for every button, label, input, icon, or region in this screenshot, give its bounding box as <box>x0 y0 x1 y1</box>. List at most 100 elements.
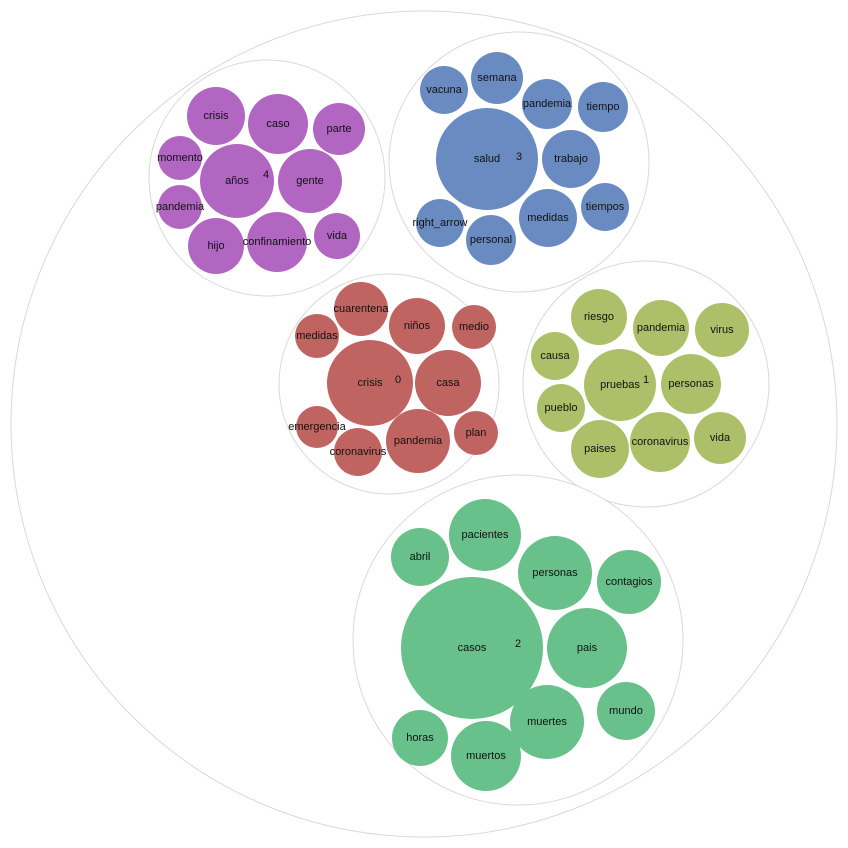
bubble[interactable] <box>247 212 307 272</box>
bubble[interactable] <box>158 185 202 229</box>
bubble-label: causa <box>540 350 570 362</box>
bubble-label: pandemia <box>523 98 572 110</box>
bubble[interactable] <box>415 350 481 416</box>
bubble-label: parte <box>326 123 351 135</box>
bubble-label: pacientes <box>461 529 509 541</box>
bubble[interactable] <box>454 411 498 455</box>
bubble-label: tiempos <box>586 201 625 213</box>
bubble[interactable] <box>630 412 690 472</box>
bubble-label: casa <box>436 377 460 389</box>
bubble-label: pruebas <box>600 379 640 391</box>
bubble[interactable] <box>694 412 746 464</box>
bubble-label: casos <box>458 642 487 654</box>
bubble[interactable] <box>695 303 749 357</box>
bubble[interactable] <box>187 87 245 145</box>
bubble[interactable] <box>391 528 449 586</box>
bubble-label: coronavirus <box>632 436 689 448</box>
bubble[interactable] <box>420 66 468 114</box>
bubble[interactable] <box>449 499 521 571</box>
cluster-id-label: 0 <box>395 374 401 386</box>
bubble-label: emergencia <box>288 421 346 433</box>
bubble-label: pais <box>577 642 598 654</box>
bubble[interactable] <box>386 409 450 473</box>
bubble-label: personal <box>470 234 512 246</box>
cluster-id-label: 2 <box>515 638 521 650</box>
bubble[interactable] <box>278 149 342 213</box>
bubble[interactable] <box>571 289 627 345</box>
bubble-label: abril <box>410 551 431 563</box>
bubble[interactable] <box>451 721 521 791</box>
cluster-id-label: 4 <box>263 169 269 181</box>
bubble[interactable] <box>327 340 413 426</box>
bubble[interactable] <box>537 384 585 432</box>
bubble-label: pandemia <box>637 322 686 334</box>
bubble-label: pandemia <box>394 435 443 447</box>
bubble[interactable] <box>518 536 592 610</box>
bubble-label: vida <box>327 230 348 242</box>
cluster-1: pruebas personas coronavirus riesgo paises vi… <box>522 260 770 508</box>
bubble[interactable] <box>416 199 464 247</box>
bubble[interactable] <box>584 349 656 421</box>
bubble[interactable] <box>581 183 629 231</box>
bubble[interactable] <box>158 136 202 180</box>
bubble[interactable] <box>542 130 600 188</box>
cluster-0: crisis casa pandemia cuarentena niños medidas… <box>278 273 500 495</box>
bubble-label: right_arrow <box>412 217 467 229</box>
bubble[interactable] <box>633 300 689 356</box>
bubble[interactable] <box>519 189 577 247</box>
bubble-label: muertes <box>527 716 567 728</box>
bubble[interactable] <box>471 52 523 104</box>
bubble[interactable] <box>571 420 629 478</box>
bubble-label: medidas <box>296 330 338 342</box>
bubble[interactable] <box>248 94 308 154</box>
bubble-label: mundo <box>609 705 643 717</box>
bubble[interactable] <box>334 282 388 336</box>
bubble[interactable] <box>522 79 572 129</box>
cluster-2: casos pais personas muertes muertos pacientes… <box>352 474 684 806</box>
bubble[interactable] <box>188 218 244 274</box>
bubble-label: cuarentena <box>333 303 389 315</box>
bubble[interactable] <box>392 710 448 766</box>
bubble-label: niños <box>404 320 431 332</box>
bubble-label: tiempo <box>586 101 619 113</box>
bubble-label: trabajo <box>554 153 588 165</box>
bubble[interactable] <box>597 682 655 740</box>
cluster-4: años gente confinamiento caso crisis hijo part… <box>148 59 386 297</box>
bubble[interactable] <box>452 305 496 349</box>
bubble[interactable] <box>661 354 721 414</box>
bubble[interactable] <box>531 332 579 380</box>
bubble[interactable] <box>296 406 338 448</box>
bubble[interactable] <box>510 685 584 759</box>
bubble[interactable] <box>314 213 360 259</box>
bubble-label: salud <box>474 153 500 165</box>
bubble[interactable] <box>597 550 661 614</box>
bubble-label: crisis <box>203 110 229 122</box>
cluster-3: salud trabajo medidas pandemia personal seman… <box>388 31 650 293</box>
bubble-label: contagios <box>605 576 653 588</box>
bubble[interactable] <box>295 314 339 358</box>
bubble-label: confinamiento <box>243 236 312 248</box>
bubble-label: muertos <box>466 750 506 762</box>
bubble[interactable] <box>313 103 365 155</box>
bubble-label: medio <box>459 321 489 333</box>
bubble[interactable] <box>401 577 543 719</box>
bubble[interactable] <box>547 608 627 688</box>
bubble[interactable] <box>466 215 516 265</box>
cluster-id-label: 1 <box>643 374 649 386</box>
bubble-label: paises <box>584 443 616 455</box>
cluster-id-label: 3 <box>516 151 522 163</box>
clusters-layer: crisis casa pandemia cuarentena niños medidas… <box>148 31 770 806</box>
bubble-label: vida <box>710 432 731 444</box>
bubble-label: caso <box>266 118 289 130</box>
bubble[interactable] <box>200 144 274 218</box>
bubble[interactable] <box>389 298 445 354</box>
bubble-label: medidas <box>527 212 569 224</box>
bubble[interactable] <box>436 108 538 210</box>
bubble-label: pandemia <box>156 201 205 213</box>
bubble-label: personas <box>532 567 578 579</box>
bubble[interactable] <box>334 428 382 476</box>
bubble-label: semana <box>477 72 517 84</box>
bubble-label: momento <box>157 152 203 164</box>
bubble[interactable] <box>578 82 628 132</box>
